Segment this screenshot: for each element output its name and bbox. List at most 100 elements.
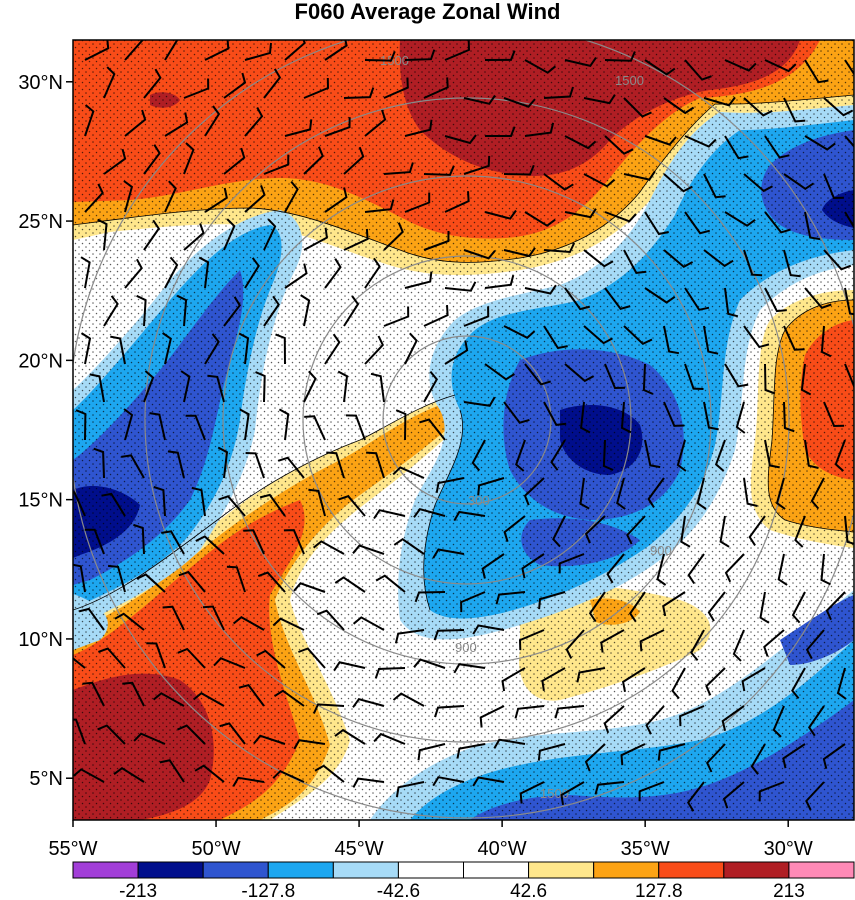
wind-barb: [364, 199, 395, 213]
wind-barb: [703, 249, 734, 268]
wind-barb: [444, 134, 477, 145]
wind-barb: [800, 363, 812, 396]
colorbar-label: -213: [119, 881, 157, 900]
wind-field: 300 900 900 1500 1500 1500: [73, 40, 854, 820]
wind-barb: [626, 515, 646, 545]
colorbar-swatch: [593, 861, 660, 879]
wind-barbs: [73, 40, 854, 812]
wind-barb: [524, 59, 557, 74]
wind-barb: [413, 508, 446, 518]
wind-barb: [207, 374, 225, 403]
wind-barb: [684, 211, 711, 235]
wind-barb: [583, 94, 616, 105]
wind-barb: [101, 492, 126, 517]
wind-barb: [324, 117, 351, 137]
wind-barb: [255, 371, 266, 403]
wind-barb: [423, 165, 455, 176]
wind-barb: [804, 287, 832, 309]
wind-barb: [604, 51, 636, 62]
wind-barb: [524, 211, 556, 227]
wind-barb: [456, 743, 486, 759]
range-ring-label: 900: [455, 640, 477, 655]
range-ring-label: 300: [468, 493, 490, 508]
lat-tick-label: 5°N: [29, 768, 63, 790]
wind-barb: [417, 743, 446, 761]
wind-barb: [432, 548, 465, 559]
wind-barb: [191, 486, 206, 517]
wind-barb: [844, 135, 854, 148]
wind-barb: [133, 523, 145, 555]
wind-barb: [538, 591, 566, 610]
wind-barb: [223, 296, 242, 327]
wind-barb: [97, 724, 126, 745]
wind-barb: [114, 612, 145, 631]
wind-barb: [383, 222, 404, 251]
lon-tick-label: 35°W: [621, 838, 670, 860]
wind-barb: [810, 477, 825, 510]
wind-barb: [764, 439, 780, 469]
wind-barb: [644, 135, 677, 146]
wind-barb: [277, 456, 305, 479]
wind-barb: [394, 629, 425, 644]
wind-barb: [604, 135, 634, 155]
wind-barb: [663, 97, 695, 115]
colorbar-swatch: [267, 861, 334, 879]
wind-barb: [743, 97, 773, 117]
wind-barb: [521, 553, 545, 579]
wind-barb: [73, 718, 86, 745]
wind-barb: [679, 705, 705, 727]
wind-barb: [337, 370, 349, 403]
wind-barb: [434, 705, 465, 718]
wind-barb: [413, 658, 446, 669]
wind-barb: [543, 242, 576, 254]
wind-barb: [146, 642, 166, 669]
wind-barb: [243, 529, 265, 555]
wind-barb: [560, 781, 585, 806]
wind-barb: [804, 135, 836, 151]
wind-barb: [638, 781, 665, 802]
wind-barb: [503, 164, 535, 176]
wind-barb: [503, 247, 536, 258]
wind-barb: [515, 439, 526, 472]
wind-barb: [244, 185, 266, 213]
wind-barb: [124, 258, 143, 289]
wind-barb: [364, 257, 381, 289]
wind-barb: [764, 287, 787, 313]
wind-barb: [477, 477, 505, 496]
wind-barb: [662, 591, 686, 617]
zero-contours: [73, 94, 854, 611]
wind-barb: [275, 333, 286, 365]
wind-barb: [823, 97, 853, 117]
wind-barb: [484, 209, 517, 220]
wind-barb: [794, 515, 806, 548]
wind-barb: [263, 218, 277, 251]
colorbar-swatch: [658, 861, 725, 879]
wind-barb: [514, 705, 545, 719]
wind-barb: [84, 40, 110, 61]
colorbar: -213 -127.8 -42.6 42.6 127.8 213: [72, 861, 855, 900]
wind-barb: [705, 667, 726, 696]
wind-barb: [724, 59, 757, 72]
wind-barb: [433, 629, 465, 641]
wind-barb: [680, 515, 691, 548]
wind-barb: [152, 692, 185, 707]
wind-barb: [663, 173, 693, 193]
wind-barb: [463, 306, 490, 327]
wind-barb: [103, 66, 116, 99]
wind-barb: [783, 325, 805, 351]
wind-barb: [537, 743, 566, 761]
plot-frame: [72, 39, 855, 821]
wind-barb: [724, 553, 745, 583]
wind-barb: [352, 544, 385, 555]
wind-barb: [485, 126, 516, 137]
wind-barb: [180, 370, 191, 403]
wind-barb: [550, 439, 566, 471]
wind-barb: [121, 454, 145, 479]
wind-barb: [98, 647, 126, 669]
wind-barb: [167, 450, 185, 479]
wind-barb: [621, 667, 646, 692]
wind-barb: [541, 667, 566, 691]
wind-barb: [352, 777, 385, 788]
wind-barb: [108, 564, 126, 593]
